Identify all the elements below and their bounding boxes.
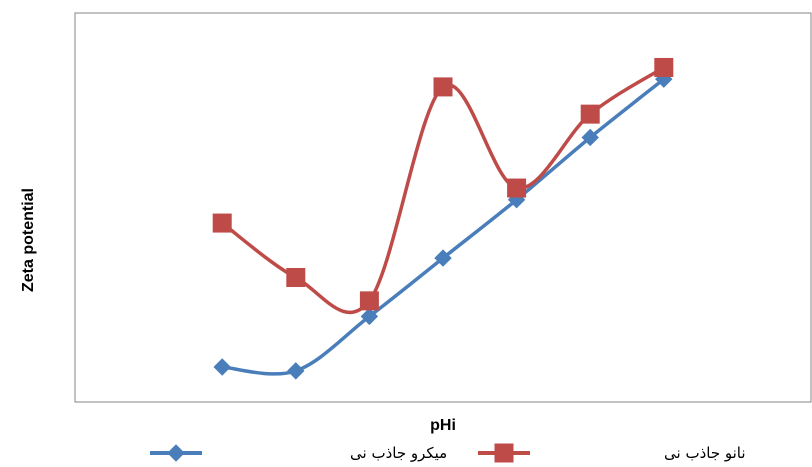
series-1-point-1 [213, 358, 231, 376]
series-1-point-2 [287, 362, 305, 380]
series-2-point-3 [359, 291, 379, 311]
series-1-point-3 [360, 307, 379, 326]
legend-item-2: نانو جاذب نی [478, 443, 746, 463]
series-1-point-6 [581, 128, 599, 147]
legend: میکرو جاذب نی نانو جاذب نی [150, 443, 746, 463]
x-axis-title: pHi [430, 417, 456, 434]
series-2-point-1 [212, 213, 232, 233]
legend-item-1: میکرو جاذب نی [150, 444, 447, 462]
series-2-point-4 [433, 77, 453, 97]
legend-label-2: نانو جاذب نی [664, 444, 746, 462]
series-2-point-6 [580, 104, 600, 124]
series-2-point-7 [654, 57, 674, 77]
legend-swatch-marker-2 [494, 443, 514, 463]
series-1-point-4 [434, 249, 452, 267]
series-2-point-2 [286, 268, 306, 288]
series-layer [212, 57, 674, 380]
series-2 [212, 57, 674, 315]
plot-area [74, 12, 812, 403]
y-axis-title: Zeta potential [20, 188, 37, 292]
legend-swatch-marker-1 [167, 444, 185, 462]
series-2-point-5 [507, 178, 527, 198]
legend-label-1: میکرو جاذب نی [350, 444, 447, 462]
series-1 [213, 70, 673, 380]
